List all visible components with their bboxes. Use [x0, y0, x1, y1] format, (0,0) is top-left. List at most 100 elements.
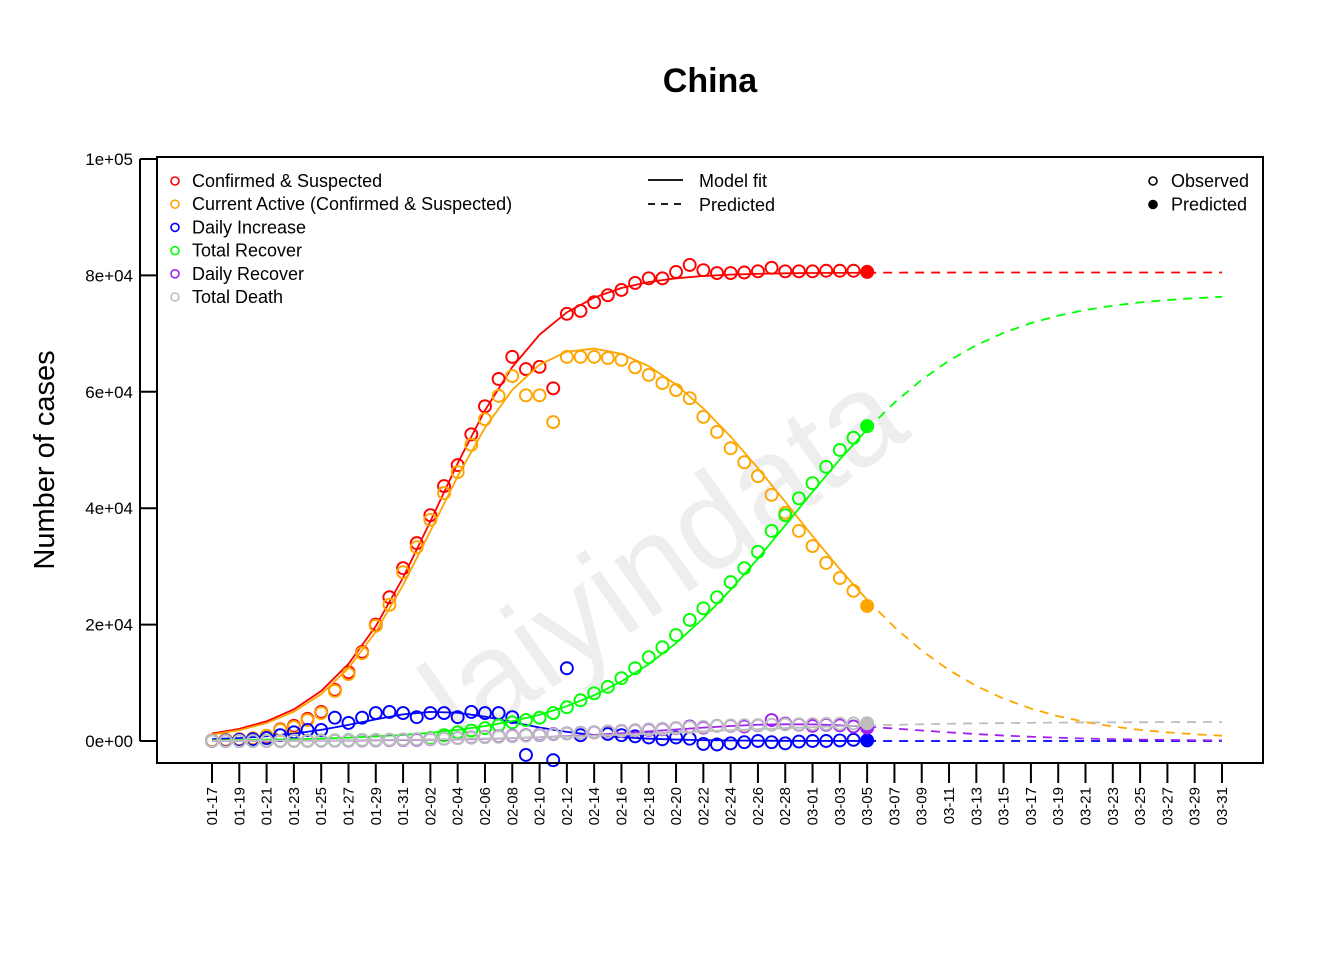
observed-point	[628, 276, 643, 290]
observed-point	[805, 717, 820, 732]
observed-point	[655, 640, 670, 655]
observed-point	[396, 565, 411, 580]
series-total-death	[205, 716, 1223, 748]
observed-point	[505, 349, 520, 364]
legend-label: Daily Recover	[192, 264, 304, 284]
observed-point	[641, 650, 656, 665]
observed-point	[559, 700, 574, 715]
y-axis: 0e+00 2e+04 4e+04 6e+04 8e+04 1e+05	[85, 150, 157, 751]
observed-point	[409, 710, 424, 725]
observed-point	[600, 679, 615, 694]
model-fit-line	[211, 724, 868, 742]
observed-point	[546, 753, 561, 768]
observed-point	[518, 388, 533, 403]
predicted-line	[867, 725, 1223, 742]
observed-point	[628, 661, 643, 676]
observed-point	[791, 717, 806, 732]
x-tick-label: 02-16	[613, 787, 630, 825]
observed-point	[423, 508, 438, 523]
observed-point	[505, 710, 520, 725]
observed-point	[832, 733, 847, 748]
observed-point	[750, 264, 765, 279]
observed-point	[819, 263, 834, 278]
observed-point	[696, 601, 711, 616]
observed-point	[846, 716, 861, 731]
observed-point	[491, 729, 506, 744]
observed-point	[245, 734, 260, 748]
legend-label: Current Active (Confirmed & Suspected)	[192, 194, 512, 214]
observed-point	[396, 561, 411, 576]
x-tick-label: 03-01	[805, 787, 822, 825]
model-fit-line	[211, 710, 868, 742]
observed-point	[518, 362, 533, 377]
observed-point	[546, 727, 561, 742]
y-tick-label: 6e+04	[85, 383, 133, 402]
legend-marker	[170, 199, 180, 209]
x-tick-label: 02-06	[477, 787, 494, 825]
x-tick-label: 02-24	[723, 787, 740, 825]
observed-point	[437, 479, 451, 494]
observed-point	[723, 736, 738, 751]
observed-point	[546, 381, 561, 396]
observed-point	[464, 427, 479, 442]
observed-point	[832, 443, 847, 457]
observed-point	[764, 260, 779, 275]
y-tick-label: 2e+04	[85, 616, 133, 635]
observed-point	[437, 731, 451, 746]
observed-point	[819, 459, 834, 474]
legend-label: Predicted	[1171, 195, 1247, 215]
observed-point	[532, 728, 547, 743]
x-tick-label: 01-25	[313, 787, 330, 825]
observed-point	[450, 465, 465, 480]
model-fit-line	[211, 271, 868, 735]
x-tick-label: 02-18	[641, 787, 658, 825]
predicted-line	[866, 599, 1223, 737]
observed-point	[682, 257, 697, 272]
observed-point	[737, 561, 752, 576]
observed-point	[750, 544, 765, 559]
observed-point	[723, 266, 738, 281]
observed-point	[696, 736, 711, 751]
observed-point	[300, 713, 315, 727]
legend-marker	[170, 268, 180, 279]
observed-point	[614, 671, 629, 686]
y-axis-label: Number of cases	[29, 350, 61, 569]
legend-filled-point	[1148, 199, 1158, 210]
y-tick-label: 1e+05	[85, 150, 133, 169]
observed-point	[641, 722, 656, 737]
observed-point	[669, 721, 684, 735]
observed-point	[778, 736, 793, 751]
observed-point	[819, 716, 834, 731]
observed-point	[832, 571, 847, 585]
observed-point	[478, 706, 492, 721]
observed-point	[600, 724, 615, 739]
observed-point	[778, 508, 793, 523]
observed-point	[764, 717, 779, 732]
observed-point	[614, 723, 629, 738]
observed-point	[341, 667, 356, 682]
observed-point	[778, 264, 793, 279]
observed-point	[641, 367, 656, 382]
observed-point	[491, 388, 506, 403]
observed-point	[723, 441, 738, 456]
legend-marker	[170, 176, 180, 186]
legend-label: Total Recover	[192, 241, 302, 261]
observed-point	[478, 412, 492, 427]
y-tick-label: 8e+04	[85, 266, 133, 285]
observed-point	[819, 555, 834, 570]
observed-point	[232, 734, 247, 748]
x-tick-label: 02-28	[777, 787, 794, 825]
x-tick-label: 03-31	[1214, 787, 1231, 825]
observed-point	[368, 733, 383, 747]
observed-point	[450, 731, 465, 746]
observed-point	[409, 540, 424, 555]
x-tick-label: 03-21	[1078, 787, 1095, 825]
observed-point	[559, 349, 574, 364]
observed-point	[682, 391, 697, 406]
chart-title: China	[663, 62, 759, 100]
observed-point	[587, 725, 602, 740]
x-tick-label: 03-29	[1187, 787, 1204, 825]
observed-point	[546, 415, 561, 430]
x-tick-label: 01-31	[395, 787, 412, 825]
